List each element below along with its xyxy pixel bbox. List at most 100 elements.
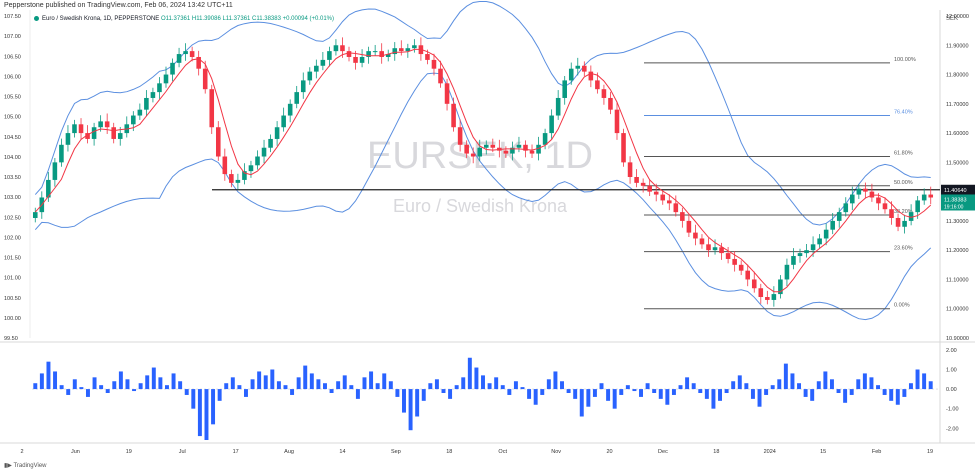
candle-body	[425, 54, 430, 60]
oscillator-bar	[66, 389, 71, 395]
candle-body	[78, 124, 84, 134]
oscillator-bar	[178, 381, 183, 390]
fib-level-label: 76.40%	[894, 110, 913, 116]
candle-body	[666, 200, 672, 204]
oscillator-bar	[303, 365, 308, 390]
left-tick-label: 102.00	[4, 235, 21, 241]
candle-body	[928, 194, 934, 198]
candle-body	[261, 147, 267, 157]
oscillator-bar	[99, 385, 104, 390]
oscillator-bar	[606, 389, 611, 401]
oscillator-bar	[520, 387, 525, 390]
oscillator-bar	[461, 377, 466, 390]
oscillator-bar	[39, 373, 44, 390]
candle-body	[889, 209, 894, 218]
left-tick-label: 101.50	[4, 256, 21, 262]
oscillator-bar	[329, 389, 334, 393]
oscillator-bar	[33, 383, 38, 390]
candle-body	[647, 185, 652, 192]
time-tick-label: 20	[606, 449, 612, 455]
candle-body	[791, 256, 796, 265]
oscillator-bar	[125, 379, 130, 390]
right-tick-label: 11.00000	[946, 307, 969, 313]
candle-body	[575, 65, 581, 69]
right-tick-label: 11.30000	[946, 219, 969, 225]
left-tick-label: 106.00	[4, 74, 21, 80]
candle-body	[634, 177, 639, 183]
oscillator-bar	[810, 389, 815, 401]
oscillator-bar	[902, 389, 907, 397]
candle-body	[366, 51, 371, 57]
time-tick-label: Sep	[391, 449, 401, 455]
oscillator-bar	[691, 383, 696, 390]
oscillator-bar	[803, 389, 808, 397]
candle-body	[176, 54, 182, 63]
oscillator-bar	[856, 379, 861, 390]
right-tick-label: 11.50000	[946, 160, 969, 166]
time-tick-label: Dec	[658, 449, 668, 455]
oscillator-bar	[316, 379, 321, 390]
candle-body	[392, 48, 398, 55]
currency-label: SEK	[946, 16, 959, 22]
candle-body	[215, 127, 221, 157]
fibonacci-retracement[interactable]: 100.00% 76.40% 61.80% 50.00% 38.20% 23.60% 0.0…	[644, 57, 916, 310]
candle-body	[451, 103, 456, 128]
oscillator-bar	[632, 389, 637, 392]
candle-body	[503, 150, 509, 154]
candle-body	[163, 74, 169, 84]
oscillator-bar	[599, 383, 604, 390]
oscillator-bar	[46, 361, 51, 390]
oscillator-bar	[764, 389, 769, 395]
oscillator-bar	[586, 389, 591, 407]
candle-body	[46, 179, 51, 198]
oscillator-bar	[217, 389, 222, 401]
time-tick-label: Jun	[71, 449, 80, 455]
oscillator-bar	[454, 385, 459, 390]
oscillator-bar	[211, 389, 216, 425]
time-tick-label: Jul	[179, 449, 186, 455]
candle-body	[314, 65, 319, 72]
oscillator-bar	[85, 389, 90, 397]
candle-body	[699, 238, 705, 245]
right-price-axis[interactable]: 12.00000 11.90000 11.80000 11.70000 11.60000…	[946, 14, 969, 342]
left-tick-label: 107.50	[4, 14, 21, 20]
candle-body	[719, 247, 724, 254]
oscillator-bar	[843, 389, 848, 403]
oscillator-bar	[204, 389, 209, 440]
oscillator-bar	[698, 389, 703, 393]
time-axis[interactable]: 2 Jun 19 Jul 17 Aug 14 Sep 18 Oct Nov 20 Dec 18 2024 15…	[20, 449, 933, 455]
oscillator-bar	[79, 387, 84, 390]
oscillator-bar	[678, 385, 683, 390]
level-label-bg	[941, 184, 975, 195]
oscillator-bar	[494, 377, 499, 390]
candle-body	[483, 144, 489, 148]
oscillator-bar	[882, 389, 887, 395]
candle-body	[745, 270, 751, 280]
symbol-legend[interactable]: Euro / Swedish Krona, 1D, PEPPERSTONE O1…	[34, 16, 334, 22]
candle-body	[372, 51, 378, 53]
candle-body	[582, 65, 587, 72]
fib-level-label: 100.00%	[894, 57, 916, 63]
candle-body	[248, 165, 254, 172]
oscillator-bar	[513, 381, 518, 390]
oscillator-bar	[309, 373, 314, 390]
left-tick-label: 107.00	[4, 34, 21, 40]
oscillator-bar	[862, 373, 867, 390]
candle-body	[464, 144, 469, 154]
oscillator-bar	[244, 389, 248, 397]
candle-body	[72, 124, 77, 134]
oscillator-bar	[829, 379, 834, 390]
right-tick-label: 11.10000	[946, 277, 969, 283]
oscillator-bar	[349, 385, 354, 390]
oscillator-bar	[415, 389, 420, 417]
candle-body	[104, 121, 110, 128]
right-tick-label: 11.70000	[946, 102, 969, 108]
time-tick-label: 17	[233, 449, 239, 455]
oscillator-bar	[481, 375, 485, 390]
oscillator-bar	[566, 389, 571, 393]
candle-body	[732, 258, 737, 265]
candle-body	[399, 48, 404, 52]
candle-body	[91, 127, 97, 139]
oscillator-bar	[362, 377, 367, 390]
